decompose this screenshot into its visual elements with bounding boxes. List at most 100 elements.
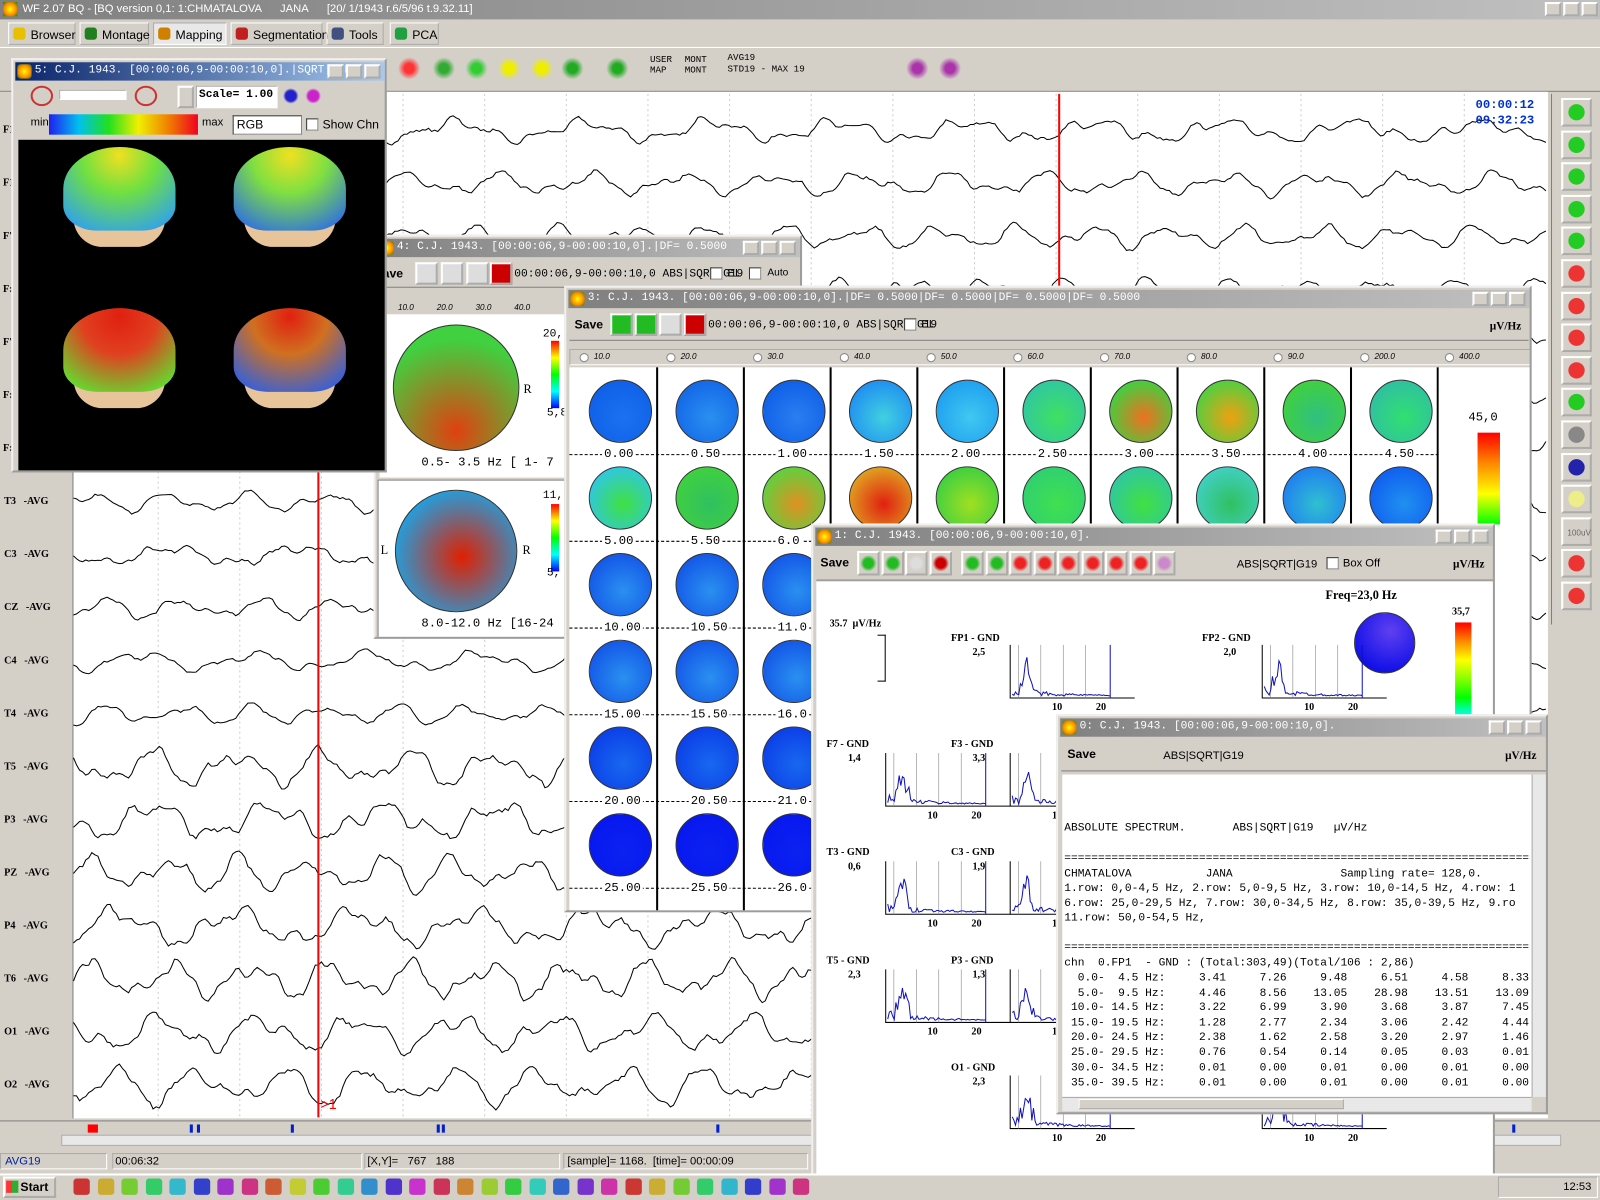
menu-label[interactable]: Browser xyxy=(30,27,76,42)
checkbox[interactable] xyxy=(306,118,319,131)
window-control-button[interactable] xyxy=(345,64,363,79)
menu-tab[interactable] xyxy=(8,22,76,45)
menu-tab[interactable] xyxy=(79,22,149,45)
taskbar-icon[interactable] xyxy=(744,1178,762,1195)
taskbar-icon[interactable] xyxy=(409,1178,426,1195)
taskbar-icon[interactable] xyxy=(481,1178,498,1195)
toolbar-button[interactable] xyxy=(497,57,521,80)
save-button[interactable]: Save xyxy=(820,555,850,570)
radio-button[interactable] xyxy=(1444,353,1455,363)
toolbar-button[interactable] xyxy=(938,57,962,80)
toolbar-button[interactable] xyxy=(906,57,929,80)
taskbar-icon[interactable] xyxy=(265,1178,282,1195)
toolbar-button[interactable] xyxy=(415,262,438,285)
window-control-button[interactable] xyxy=(1472,291,1489,307)
frequency-option[interactable]: 200.0 xyxy=(1374,352,1395,362)
side-button[interactable] xyxy=(1561,517,1592,546)
taskbar-icon[interactable] xyxy=(289,1178,306,1195)
taskbar-icon[interactable] xyxy=(601,1178,618,1195)
toolbar-button[interactable] xyxy=(466,262,489,285)
taskbar-icon[interactable] xyxy=(73,1178,90,1195)
slider[interactable] xyxy=(59,89,127,100)
start-button[interactable] xyxy=(3,1176,57,1198)
taskbar-icon[interactable] xyxy=(361,1178,378,1195)
window-control-button[interactable] xyxy=(1509,291,1526,307)
toolbar-button[interactable] xyxy=(530,57,554,80)
menu-label[interactable]: Tools xyxy=(348,27,378,42)
menu-tab[interactable] xyxy=(230,22,323,45)
toolbar-button[interactable] xyxy=(1105,551,1128,576)
toolbar-button[interactable] xyxy=(857,551,880,576)
toolbar-button[interactable] xyxy=(961,551,984,576)
toolbar-button[interactable] xyxy=(1153,551,1176,576)
radio-button[interactable] xyxy=(1099,353,1110,363)
toolbar-button[interactable] xyxy=(561,57,584,80)
taskbar-icon[interactable] xyxy=(313,1178,330,1195)
window-control-button[interactable] xyxy=(761,240,778,256)
toolbar-button[interactable] xyxy=(683,313,707,336)
toolbar-button[interactable] xyxy=(465,57,488,80)
taskbar-icon[interactable] xyxy=(457,1178,474,1195)
toolbar-button[interactable] xyxy=(881,551,904,576)
checkbox[interactable] xyxy=(1326,557,1339,570)
taskbar-icon[interactable] xyxy=(217,1178,234,1195)
menu-label[interactable]: Mapping xyxy=(175,27,223,42)
taskbar-icon[interactable] xyxy=(792,1178,810,1195)
window-control-button[interactable] xyxy=(1525,720,1542,735)
radio-button[interactable] xyxy=(926,353,936,363)
taskbar-icon[interactable] xyxy=(672,1178,690,1195)
toolbar-button[interactable] xyxy=(1009,551,1032,576)
frequency-option[interactable]: 50.0 xyxy=(940,352,957,362)
window-control-button[interactable] xyxy=(1435,529,1453,544)
toolbar-button[interactable] xyxy=(304,86,323,106)
taskbar-icon[interactable] xyxy=(97,1178,114,1195)
checkbox[interactable] xyxy=(710,267,723,280)
taskbar-icon[interactable] xyxy=(696,1178,714,1195)
toolbar-button[interactable] xyxy=(1081,551,1104,576)
taskbar-icon[interactable] xyxy=(385,1178,402,1195)
frequency-option[interactable]: 30.0 xyxy=(767,352,784,362)
frequency-option[interactable]: 20.0 xyxy=(436,303,453,313)
toolbar-button[interactable] xyxy=(440,262,464,285)
palette-select[interactable] xyxy=(232,115,303,135)
start-label[interactable]: Start xyxy=(20,1179,49,1194)
window-control-button[interactable] xyxy=(1563,2,1580,17)
toolbar-button[interactable] xyxy=(905,551,928,576)
taskbar-icon[interactable] xyxy=(768,1178,786,1195)
checkbox[interactable] xyxy=(748,267,762,280)
window-control-button[interactable] xyxy=(1544,2,1562,17)
frequency-option[interactable]: 80.0 xyxy=(1201,352,1217,362)
side-button[interactable] xyxy=(1561,226,1592,256)
frequency-option[interactable]: 40.0 xyxy=(514,303,531,313)
radio-button[interactable] xyxy=(1013,353,1023,363)
toolbar-button[interactable] xyxy=(606,57,629,80)
radio-button[interactable] xyxy=(1186,353,1196,363)
radio-button[interactable] xyxy=(666,353,676,363)
window-control-button[interactable] xyxy=(742,240,760,256)
taskbar-icon[interactable] xyxy=(529,1178,546,1195)
toolbar-button[interactable] xyxy=(1129,551,1152,576)
toolbar-button[interactable] xyxy=(281,86,300,106)
window-control-button[interactable] xyxy=(1454,529,1471,544)
frequency-option[interactable]: 70.0 xyxy=(1114,352,1131,362)
save-button[interactable]: ave xyxy=(382,266,404,281)
window-control-button[interactable] xyxy=(1488,720,1506,735)
taskbar-icon[interactable] xyxy=(553,1178,570,1195)
taskbar-icon[interactable] xyxy=(169,1178,186,1195)
window-control-button[interactable] xyxy=(364,64,381,79)
taskbar-icon[interactable] xyxy=(624,1178,642,1195)
window-control-button[interactable] xyxy=(1490,291,1508,307)
taskbar-icon[interactable] xyxy=(720,1178,738,1195)
toolbar-button[interactable] xyxy=(634,313,658,336)
taskbar-icon[interactable] xyxy=(121,1178,138,1195)
toolbar-button[interactable] xyxy=(659,313,682,336)
taskbar-icon[interactable] xyxy=(145,1178,162,1195)
frequency-option[interactable]: 10.0 xyxy=(593,352,610,362)
radio-button[interactable] xyxy=(1273,353,1283,363)
radio-button[interactable] xyxy=(753,353,763,363)
frequency-option[interactable]: 400.0 xyxy=(1459,352,1480,362)
toolbar-button[interactable] xyxy=(985,551,1008,576)
scroll-thumb[interactable] xyxy=(1078,1098,1344,1110)
menu-tab[interactable] xyxy=(153,22,227,45)
palette-value[interactable]: RGB xyxy=(236,117,264,132)
